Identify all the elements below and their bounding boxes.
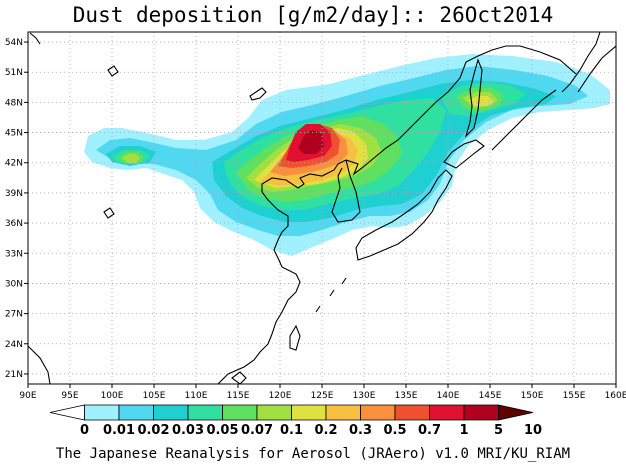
colorbar-segment (49, 404, 85, 421)
lon-tick-label: 145E (479, 391, 502, 401)
colorbar-label: 5 (494, 423, 503, 438)
lon-tick-label: 90E (19, 391, 36, 401)
colorbar-label: 1 (459, 423, 468, 438)
coastline-korea (331, 159, 361, 223)
lat-tick-label: 54N (5, 38, 23, 48)
colorbar-label: 0.7 (418, 423, 441, 438)
small-lake-west (103, 207, 115, 219)
colorbar-segment (84, 404, 120, 421)
grid-lines (28, 32, 616, 384)
coastline-kuril-islands (491, 89, 557, 151)
colorbar-label: 0.5 (383, 423, 406, 438)
lat-tick-label: 45N (5, 129, 23, 139)
axis-ticks: 90E 95E 100E 105E 110E 115E 120E 125E 130E 135E 14… (5, 38, 626, 401)
coastline-japan-honshu (355, 169, 453, 261)
colorbar-label: 0.03 (172, 423, 204, 438)
lon-tick-label: 105E (143, 391, 166, 401)
colorbar-label: 0 (80, 423, 89, 438)
lat-tick-label: 51N (5, 68, 23, 78)
colorbar-segment (429, 404, 465, 421)
lat-tick-label: 39N (5, 189, 23, 199)
coastlines (28, 32, 616, 384)
colorbar-label: 0.2 (314, 423, 337, 438)
coastline-kamchatka (561, 32, 616, 93)
colorbar-label: 10 (524, 423, 542, 438)
coastline-hainan (231, 371, 247, 384)
colorbar-segment (498, 404, 534, 421)
lat-tick-label: 48N (5, 98, 23, 108)
lon-tick-label: 140E (437, 391, 460, 401)
lat-tick-label: 24N (5, 340, 23, 350)
lon-tick-label: 115E (227, 391, 250, 401)
colorbar-label: 0.3 (349, 423, 372, 438)
dust-contour-5 (298, 130, 324, 154)
colorbar-segment (463, 404, 499, 421)
ryukyu-islands (315, 277, 347, 313)
lon-tick-label: 155E (563, 391, 586, 401)
lon-tick-label: 110E (185, 391, 208, 401)
colorbar-segment (394, 404, 430, 421)
lon-tick-label: 150E (521, 391, 544, 401)
lon-tick-label: 160E (605, 391, 626, 401)
lon-tick-label: 100E (101, 391, 124, 401)
footer-credit: The Japanese Reanalysis for Aerosol (JRA… (55, 446, 571, 462)
colorbar-segment (256, 404, 292, 421)
colorbar-segment (187, 404, 223, 421)
lat-tick-label: 36N (5, 219, 23, 229)
lat-tick-label: 27N (5, 310, 23, 320)
lon-tick-label: 125E (311, 391, 334, 401)
lon-tick-label: 130E (353, 391, 376, 401)
coastline-hokkaido (443, 139, 485, 169)
colorbar-segment (291, 404, 327, 421)
colorbar: 0 0.01 0.02 0.03 0.05 0.07 0.1 0.2 0.3 0.5 0.7 1 5 10 (49, 404, 542, 438)
dust-field (84, 54, 610, 256)
coastline-sakhalin (464, 58, 483, 138)
lat-tick-label: 42N (5, 159, 23, 169)
colorbar-label: 0.1 (280, 423, 303, 438)
colorbar-segment (222, 404, 258, 421)
coastline-asia-mainland (28, 45, 577, 384)
lat-tick-label: 21N (5, 370, 23, 380)
colorbar-label: 0.07 (241, 423, 273, 438)
lake-top-left (29, 32, 41, 45)
coastline-taiwan (289, 324, 301, 351)
lon-tick-label: 135E (395, 391, 418, 401)
lon-tick-label: 95E (61, 391, 78, 401)
colorbar-label: 0.05 (206, 423, 238, 438)
lake-baikal (249, 87, 267, 101)
colorbar-segment (153, 404, 189, 421)
lat-tick-label: 33N (5, 249, 23, 259)
lat-tick-label: 30N (5, 279, 23, 289)
colorbar-segment (360, 404, 396, 421)
colorbar-segment (118, 404, 154, 421)
colorbar-segment (325, 404, 361, 421)
colorbar-label: 0.02 (137, 423, 169, 438)
lake-balkhash-shape (107, 65, 119, 77)
map-title: Dust deposition [g/m2/day]:: 26Oct2014 (72, 3, 554, 27)
lon-tick-label: 120E (269, 391, 292, 401)
colorbar-label: 0.01 (103, 423, 135, 438)
